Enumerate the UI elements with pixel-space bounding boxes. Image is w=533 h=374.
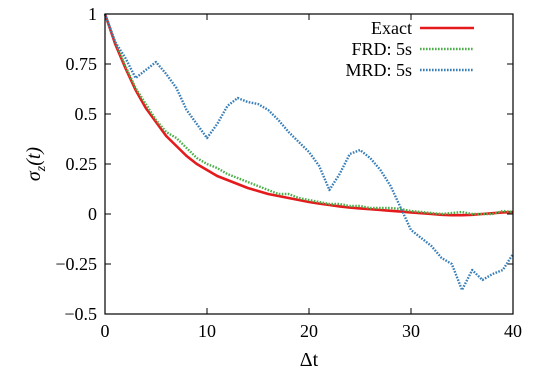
axis-ticks xyxy=(104,13,514,315)
legend-label-exact: Exact xyxy=(371,18,412,38)
y-axis-title-rest: (t) xyxy=(23,147,45,166)
plot-frame xyxy=(104,13,514,315)
series-line-mrd-5s xyxy=(103,13,515,292)
series-layer xyxy=(103,13,515,292)
y-tick-label: 0.25 xyxy=(66,154,98,174)
y-tick-label: −0.5 xyxy=(64,304,97,324)
series-line-exact xyxy=(103,13,514,217)
y-axis-title-base: σ xyxy=(23,170,45,181)
x-tick-label: 30 xyxy=(402,321,420,341)
y-tick-label: 0 xyxy=(88,204,97,224)
y-tick-labels: 1 0.75 0.5 0.25 0 −0.25 −0.5 xyxy=(55,4,97,324)
series-line-frd-5s xyxy=(103,13,514,216)
y-axis-title-sub: z xyxy=(34,165,49,172)
y-axis-title: σz(t) xyxy=(23,147,49,182)
x-tick-labels: 0 10 20 30 40 xyxy=(101,321,523,341)
x-tick-label: 10 xyxy=(198,321,216,341)
x-axis-title: Δt xyxy=(300,349,319,371)
legend-label-mrd-5s: MRD: 5s xyxy=(345,60,412,80)
y-tick-label: −0.25 xyxy=(55,254,97,274)
x-tick-label: 40 xyxy=(504,321,522,341)
legend-label-frd-5s: FRD: 5s xyxy=(351,39,412,59)
y-tick-label: 0.5 xyxy=(75,104,98,124)
x-tick-label: 0 xyxy=(101,321,110,341)
y-tick-label: 1 xyxy=(88,4,97,24)
y-tick-label: 0.75 xyxy=(66,54,98,74)
x-tick-label: 20 xyxy=(300,321,318,341)
